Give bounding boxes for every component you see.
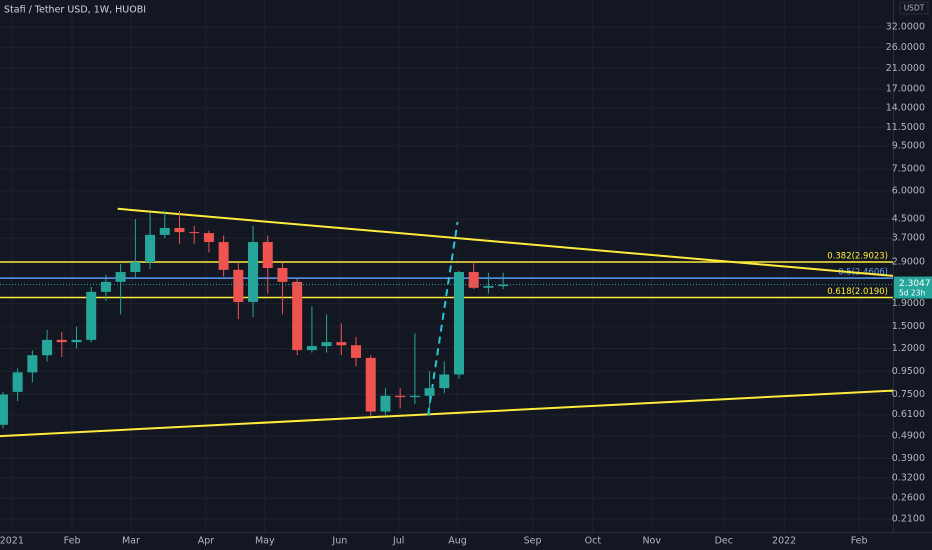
- chart-title: Stafi / Tether USD, 1W, HUOBI: [4, 5, 146, 16]
- y-tick-label: 7.5000: [892, 164, 925, 175]
- candle-body: [336, 342, 347, 346]
- candle-body: [115, 272, 126, 282]
- x-tick-label: 2022: [772, 536, 796, 547]
- x-tick-label: Feb: [851, 536, 868, 547]
- candle-body: [395, 395, 406, 398]
- x-tick-label: Apr: [198, 536, 215, 547]
- candle-body: [262, 242, 273, 269]
- candle-body: [159, 227, 170, 235]
- x-tick-label: Oct: [585, 536, 602, 547]
- y-tick-label: 0.2100: [892, 514, 925, 525]
- last-price-box: [894, 276, 932, 299]
- x-tick-label: Jun: [331, 536, 347, 547]
- x-tick-label: Aug: [448, 536, 467, 547]
- candle-body: [27, 355, 38, 373]
- candle-body: [365, 357, 376, 412]
- y-tick-label: 4.5000: [892, 214, 925, 225]
- y-tick-label: 1.9000: [892, 298, 925, 309]
- candle-body: [248, 242, 259, 302]
- y-tick-label: 0.3900: [892, 453, 925, 464]
- fib-level-label: 0.618(2.0190): [827, 287, 888, 297]
- candle-body: [174, 227, 185, 233]
- y-tick-label: 0.3200: [892, 472, 925, 483]
- trendline: [427, 221, 459, 415]
- y-tick-label: 6.0000: [892, 185, 925, 196]
- candle-body: [130, 262, 141, 273]
- candle-body: [12, 372, 23, 392]
- candle-body: [100, 281, 111, 292]
- candle-body: [498, 284, 509, 287]
- y-tick-label: 9.5000: [892, 140, 925, 151]
- x-tick-label: May: [255, 536, 275, 547]
- fib-level-label: 0.382(2.9023): [827, 252, 888, 262]
- trendline: [0, 389, 894, 438]
- countdown: 5d 23h: [899, 289, 925, 298]
- candle-body: [468, 272, 479, 288]
- candle-body: [86, 291, 97, 340]
- y-tick-label: 11.5000: [886, 122, 925, 133]
- y-tick-label: 17.0000: [886, 83, 925, 94]
- y-tick-label: 0.2600: [892, 493, 925, 504]
- y-tick-label: 0.9500: [892, 366, 925, 377]
- y-tick-label: 1.2000: [892, 343, 925, 354]
- candle-body: [439, 374, 450, 389]
- x-tick-label: Dec: [715, 536, 733, 547]
- candle-body: [56, 339, 67, 343]
- candle-body: [203, 233, 214, 243]
- y-tick-label: 1.5000: [892, 321, 925, 332]
- y-tick-label: 3.7000: [892, 233, 925, 244]
- quote-unit: USDT: [904, 4, 925, 13]
- candle-body: [483, 286, 494, 288]
- candle-body: [292, 281, 303, 351]
- y-tick-label: 26.0000: [886, 42, 925, 53]
- y-tick-label: 0.7500: [892, 389, 925, 400]
- y-tick-label: 0.6100: [892, 409, 925, 420]
- y-tick-label: 14.0000: [886, 102, 925, 113]
- y-tick-label: 21.0000: [886, 63, 925, 74]
- last-price-label: 2.3047: [899, 279, 931, 289]
- x-tick-label: 2021: [0, 536, 24, 547]
- candle-body: [306, 346, 317, 351]
- candle-body: [380, 395, 391, 412]
- candle-body: [424, 388, 435, 396]
- candle-body: [409, 395, 420, 398]
- candle-body: [321, 342, 332, 347]
- candle-body: [145, 234, 156, 263]
- candle-body: [218, 242, 229, 270]
- candle-body: [71, 339, 82, 343]
- x-tick-label: Feb: [64, 536, 81, 547]
- candle-body: [233, 269, 244, 302]
- candle-body: [277, 268, 288, 282]
- x-tick-label: Sep: [524, 536, 542, 547]
- candle-body: [454, 272, 465, 375]
- candle-body: [42, 339, 53, 356]
- x-tick-label: Nov: [642, 536, 661, 547]
- quote-unit-box: [899, 1, 929, 15]
- candle-body: [189, 232, 200, 234]
- candle-body: [0, 394, 8, 425]
- x-tick-label: Jul: [392, 536, 404, 547]
- trendline: [117, 207, 894, 277]
- y-tick-label: 2.9000: [892, 257, 925, 268]
- candle-body: [351, 345, 362, 358]
- y-tick-label: 32.0000: [886, 22, 925, 33]
- x-tick-label: Mar: [122, 536, 140, 547]
- y-tick-label: 0.4900: [892, 431, 925, 442]
